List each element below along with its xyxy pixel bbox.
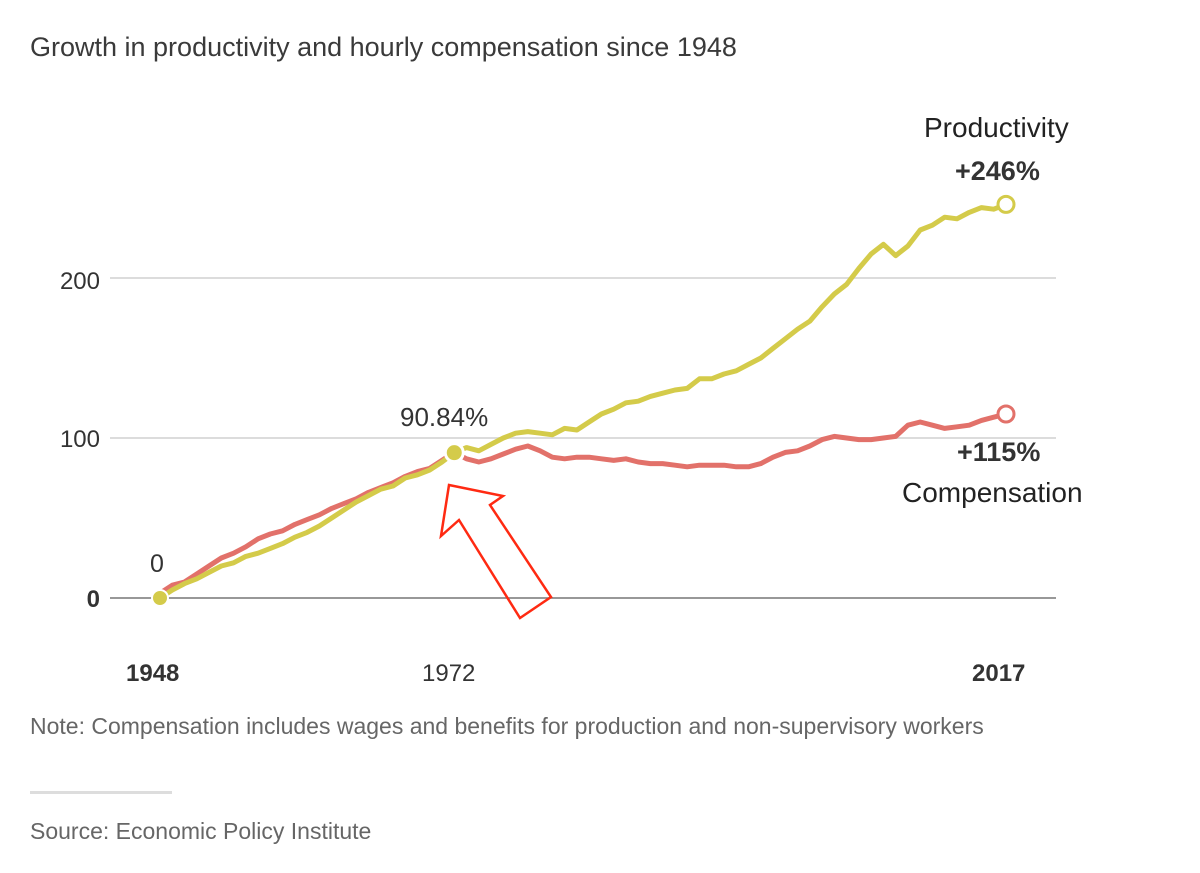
x-tick-label-2017: 2017 <box>972 660 1026 687</box>
productivity-series-label: Productivity <box>924 112 1069 143</box>
start-value-label: 0 <box>150 550 164 578</box>
compensation-series-label: Compensation <box>902 477 1083 508</box>
arrow-icon <box>439 483 553 620</box>
compensation-line <box>158 411 1007 596</box>
footnote-text: Note: Compensation includes wages and be… <box>30 713 984 739</box>
footnote: Note: Compensation includes wages and be… <box>30 711 1120 742</box>
source-note: Source: Economic Policy Institute <box>30 818 372 844</box>
y-tick-label-200: 200 <box>59 268 100 295</box>
x-tick-label-1972: 1972 <box>422 660 476 687</box>
divider <box>30 791 172 794</box>
start-point-marker <box>151 589 169 607</box>
chart-title: Growth in productivity and hourly compen… <box>30 32 737 62</box>
compensation-end-label: +115% <box>957 437 1041 467</box>
productivity-line <box>158 202 1007 601</box>
y-tick-label-100: 100 <box>59 426 100 453</box>
mid-value-label: 90.84% <box>400 402 489 432</box>
x-tick-label-1948: 1948 <box>126 660 180 687</box>
productivity-end-label: +246% <box>955 156 1040 186</box>
mid-point-marker <box>443 442 465 464</box>
compensation-end-marker <box>996 404 1016 424</box>
productivity-end-marker <box>996 194 1016 214</box>
y-tick-label-0: 0 <box>86 586 100 613</box>
